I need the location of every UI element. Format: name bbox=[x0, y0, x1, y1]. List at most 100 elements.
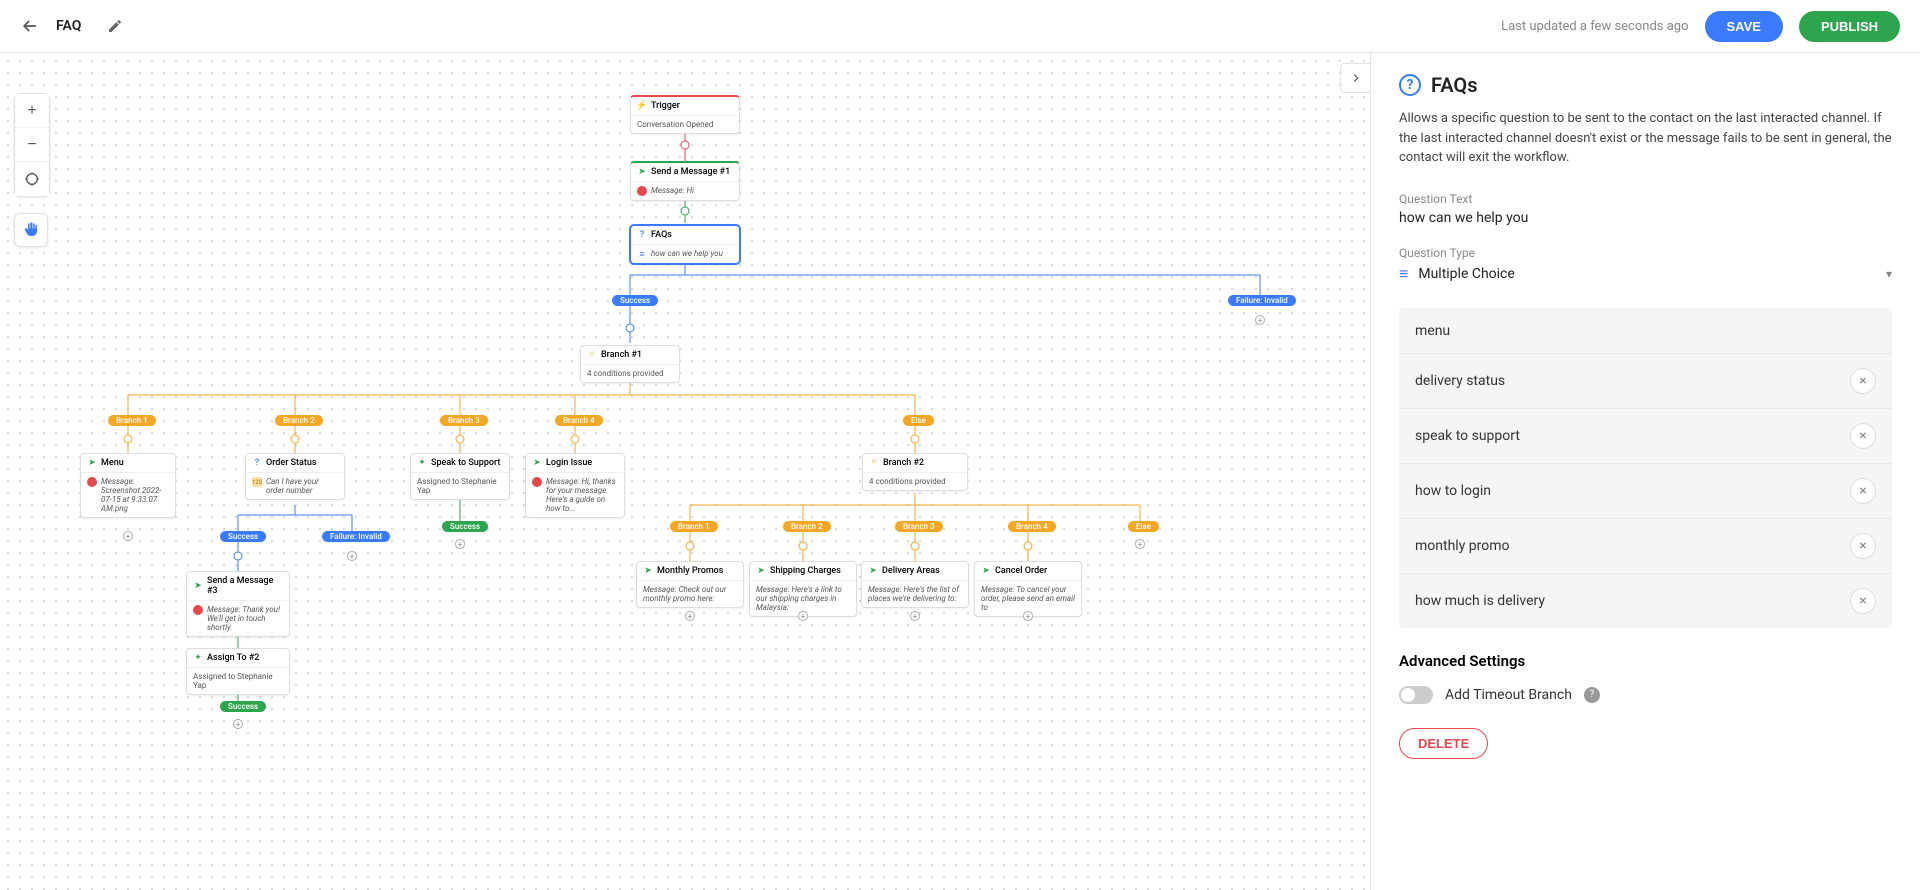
node-body: Message: Hi bbox=[651, 186, 694, 195]
node-body: 4 conditions provided bbox=[869, 477, 945, 486]
pill-success: Success bbox=[442, 521, 488, 532]
option-label: how much is delivery bbox=[1415, 593, 1545, 609]
delete-button[interactable]: DELETE bbox=[1399, 728, 1488, 759]
collapse-sidebar-button[interactable] bbox=[1340, 63, 1370, 93]
option-row[interactable]: delivery status× bbox=[1399, 353, 1892, 408]
remove-option-button[interactable]: × bbox=[1850, 588, 1876, 614]
add-node-button[interactable]: + bbox=[798, 611, 808, 621]
node-body: Message: Hi, thanks for your message. He… bbox=[546, 477, 618, 513]
add-node-button[interactable]: + bbox=[233, 719, 243, 729]
node-send-message-1[interactable]: ➤ Send a Message #1 Message: Hi bbox=[630, 161, 740, 201]
node-faqs[interactable]: ?FAQs ≡how can we help you bbox=[630, 225, 740, 264]
bolt-icon: ⚡ bbox=[637, 101, 647, 111]
node-menu[interactable]: ➤Menu Message: Screenshot 2022-07-15 at … bbox=[80, 453, 176, 518]
add-node-button[interactable]: + bbox=[123, 531, 133, 541]
edit-icon[interactable] bbox=[107, 18, 123, 34]
option-row[interactable]: monthly promo× bbox=[1399, 518, 1892, 573]
add-node-button[interactable]: + bbox=[910, 611, 920, 621]
node-body: 4 conditions provided bbox=[587, 369, 663, 378]
branch-icon: ⑂ bbox=[587, 350, 597, 360]
help-icon[interactable]: ? bbox=[1584, 687, 1600, 703]
node-title: Assign To #2 bbox=[207, 653, 259, 663]
branch-icon: ⑂ bbox=[869, 458, 879, 468]
add-node-button[interactable]: + bbox=[455, 539, 465, 549]
zoom-out-button[interactable]: − bbox=[15, 128, 49, 162]
pill-branch: Branch 3 bbox=[895, 521, 943, 532]
node-body: Assigned to Stephanie Yap bbox=[417, 477, 503, 495]
node-cancel-order[interactable]: ➤Cancel Order Message: To cancel your or… bbox=[974, 561, 1082, 617]
last-updated: Last updated a few seconds ago bbox=[1501, 19, 1688, 34]
pill-branch: Branch 2 bbox=[783, 521, 831, 532]
node-title: Branch #1 bbox=[601, 350, 642, 360]
assign-icon: ✦ bbox=[417, 458, 427, 468]
timeout-label: Add Timeout Branch bbox=[1445, 687, 1572, 703]
remove-option-button[interactable]: × bbox=[1850, 478, 1876, 504]
save-button[interactable]: SAVE bbox=[1705, 11, 1783, 42]
option-row[interactable]: menu bbox=[1399, 309, 1892, 353]
node-branch-2[interactable]: ⑂Branch #2 4 conditions provided bbox=[862, 453, 968, 491]
question-icon: ? bbox=[252, 458, 262, 468]
node-title: Trigger bbox=[651, 101, 680, 111]
add-node-button[interactable]: + bbox=[1255, 315, 1265, 325]
node-order-status[interactable]: ?Order Status 123Can I have your order n… bbox=[245, 453, 345, 500]
send-icon: ➤ bbox=[868, 566, 878, 576]
option-label: speak to support bbox=[1415, 428, 1520, 444]
assign-icon: ✦ bbox=[193, 653, 203, 663]
zoom-in-button[interactable]: + bbox=[15, 94, 49, 128]
node-delivery-areas[interactable]: ➤Delivery Areas Message: Here's the list… bbox=[861, 561, 969, 608]
pill-failure: Failure: Invalid bbox=[322, 531, 390, 542]
add-node-button[interactable]: + bbox=[1135, 539, 1145, 549]
node-speak-support[interactable]: ✦Speak to Support Assigned to Stephanie … bbox=[410, 453, 510, 500]
node-title: Order Status bbox=[266, 458, 317, 468]
send-icon: ➤ bbox=[643, 566, 653, 576]
add-node-button[interactable]: + bbox=[1023, 611, 1033, 621]
question-icon: ? bbox=[637, 230, 647, 240]
pill-success: Success bbox=[612, 295, 658, 306]
remove-option-button[interactable]: × bbox=[1850, 533, 1876, 559]
node-title: Login Issue bbox=[546, 458, 592, 468]
hand-tool-button[interactable] bbox=[14, 213, 48, 247]
node-trigger[interactable]: ⚡ Trigger Conversation Opened bbox=[630, 95, 740, 134]
pill-success: Success bbox=[220, 701, 266, 712]
remove-option-button[interactable]: × bbox=[1850, 423, 1876, 449]
option-row[interactable]: how much is delivery × bbox=[1399, 573, 1892, 628]
panel-title: FAQs bbox=[1431, 73, 1478, 97]
back-arrow-icon[interactable] bbox=[20, 16, 40, 36]
node-branch-1[interactable]: ⑂ Branch #1 4 conditions provided bbox=[580, 345, 680, 383]
pill-branch: Branch 4 bbox=[555, 415, 603, 426]
send-icon: ➤ bbox=[637, 167, 647, 177]
remove-option-button[interactable]: × bbox=[1850, 368, 1876, 394]
add-node-button[interactable]: + bbox=[685, 611, 695, 621]
avatar-icon bbox=[193, 605, 203, 615]
node-body: Conversation Opened bbox=[637, 120, 713, 129]
add-node-button[interactable]: + bbox=[347, 551, 357, 561]
question-type-select[interactable]: ≡ Multiple Choice ▾ bbox=[1399, 264, 1892, 284]
node-body: Message: Thank you! We'll get in touch s… bbox=[207, 605, 283, 632]
node-title: Cancel Order bbox=[995, 566, 1047, 576]
node-shipping-charges[interactable]: ➤Shipping Charges Message: Here's a link… bbox=[749, 561, 857, 617]
node-title: Monthly Promos bbox=[657, 566, 723, 576]
advanced-settings-label: Advanced Settings bbox=[1399, 652, 1892, 670]
node-body: Message: Screenshot 2022-07-15 at 9.33.0… bbox=[101, 477, 169, 513]
node-monthly-promos[interactable]: ➤Monthly Promos Message: Check out our m… bbox=[636, 561, 744, 608]
pill-branch: Branch 1 bbox=[108, 415, 156, 426]
publish-button[interactable]: PUBLISH bbox=[1799, 11, 1900, 42]
option-label: menu bbox=[1415, 323, 1450, 339]
send-icon: ➤ bbox=[981, 566, 991, 576]
pill-failure: Failure: Invalid bbox=[1228, 295, 1296, 306]
pill-branch: Branch 3 bbox=[440, 415, 488, 426]
timeout-toggle[interactable] bbox=[1399, 686, 1433, 704]
question-text-value[interactable]: how can we help you bbox=[1399, 210, 1892, 226]
node-title: Send a Message #1 bbox=[651, 167, 730, 177]
option-row[interactable]: speak to support × bbox=[1399, 408, 1892, 463]
zoom-fit-button[interactable] bbox=[15, 162, 49, 196]
option-row[interactable]: how to login× bbox=[1399, 463, 1892, 518]
send-icon: ➤ bbox=[532, 458, 542, 468]
node-assign-to-2[interactable]: ✦Assign To #2 Assigned to Stephanie Yap bbox=[186, 648, 290, 695]
node-send-message-3[interactable]: ➤Send a Message #3 Message: Thank you! W… bbox=[186, 571, 290, 637]
pill-branch: Else bbox=[1128, 521, 1159, 532]
node-title: Delivery Areas bbox=[882, 566, 940, 576]
node-login-issue[interactable]: ➤ Login Issue Message: Hi, thanks for you… bbox=[525, 453, 625, 518]
workflow-canvas[interactable]: + − bbox=[0, 53, 1370, 890]
question-text-label: Question Text bbox=[1399, 192, 1892, 206]
